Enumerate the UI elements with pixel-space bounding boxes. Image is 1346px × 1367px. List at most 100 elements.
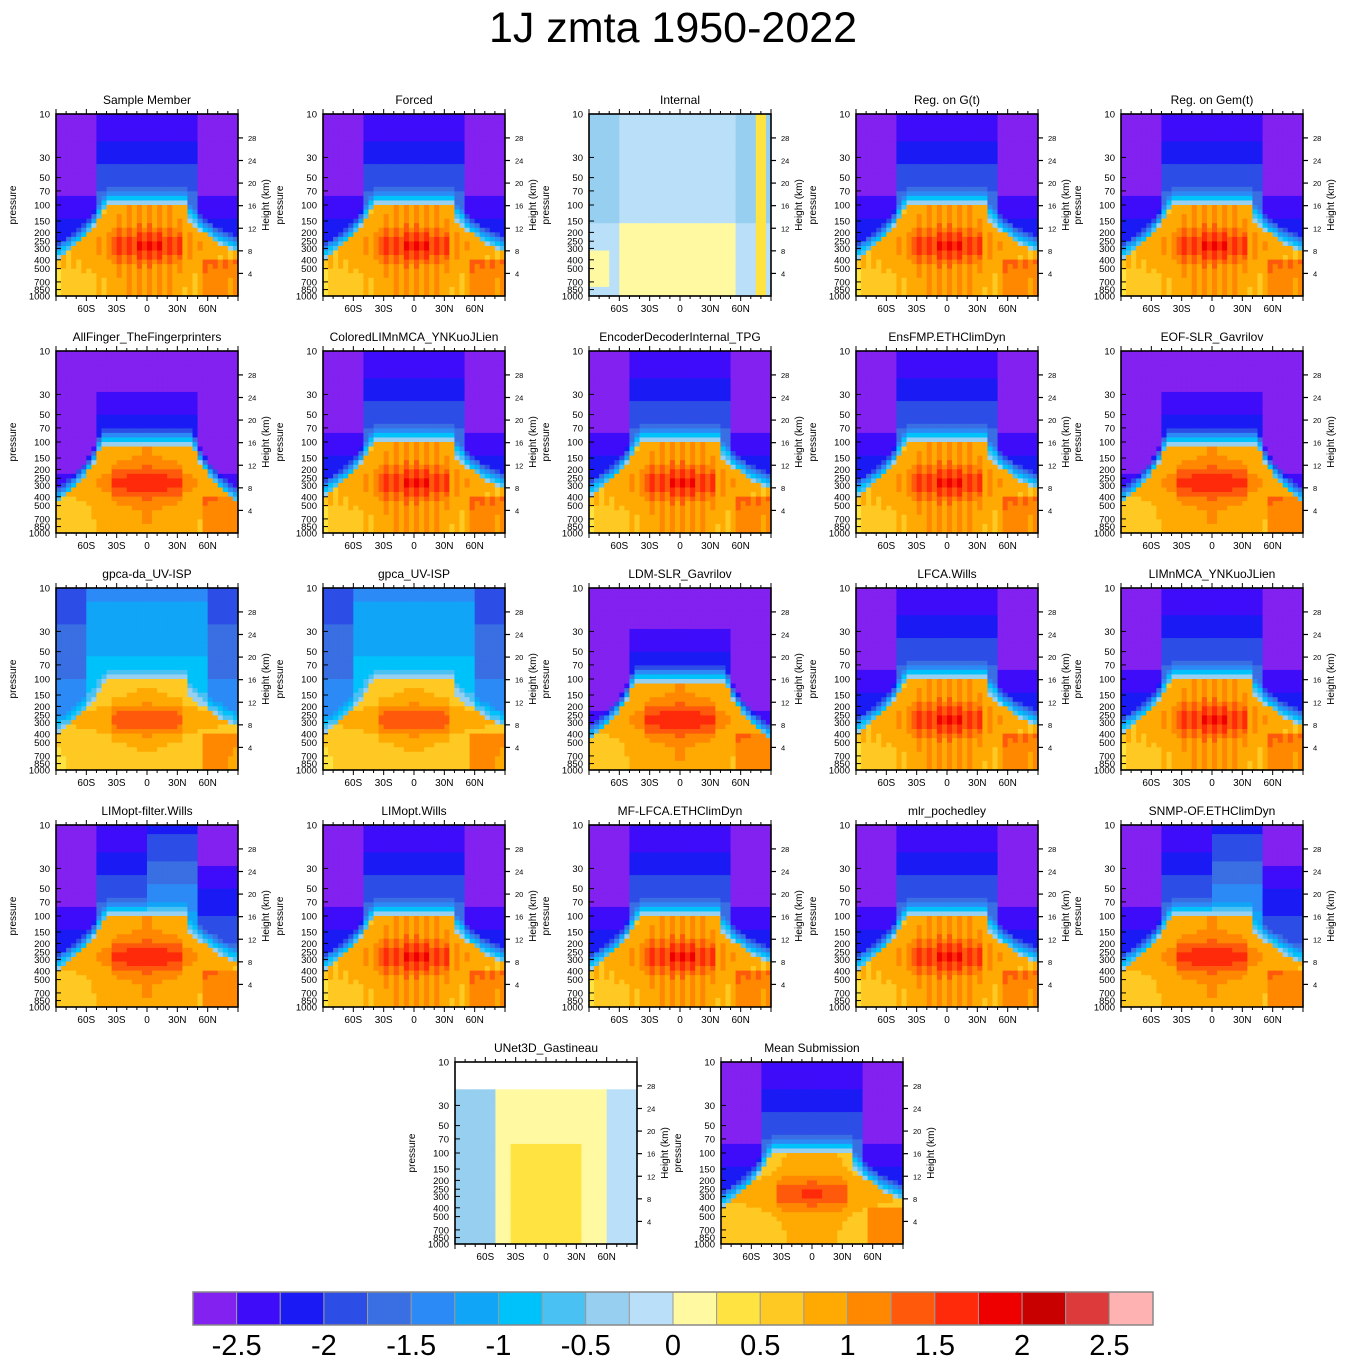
heatmap-cell: [152, 245, 158, 252]
heatmap-cell: [56, 182, 62, 188]
heatmap-cell: [685, 273, 691, 279]
heatmap-cell: [328, 277, 334, 283]
heatmap-cell: [876, 223, 882, 229]
heatmap-cell: [106, 145, 113, 151]
heatmap-cell: [599, 264, 605, 270]
heatmap-cell: [232, 118, 238, 124]
heatmap-cell: [373, 291, 380, 296]
heatmap-cell: [614, 286, 620, 293]
heatmap-cell: [56, 118, 62, 124]
heatmap-cell: [333, 195, 339, 202]
heatmap-cell: [639, 195, 646, 202]
heatmap-cell: [116, 245, 123, 252]
heatmap-cell: [76, 141, 82, 147]
heatmap-cell: [886, 286, 892, 293]
heatmap-cell: [614, 164, 620, 170]
heatmap-cell: [629, 141, 636, 147]
heatmap-cell: [750, 273, 757, 279]
heatmap-cell: [116, 168, 123, 174]
heatmap-cell: [594, 209, 600, 215]
heatmap-cell: [162, 200, 168, 206]
heatmap-cell: [866, 114, 872, 120]
heatmap-cell: [619, 127, 625, 133]
heatmap-cell: [71, 164, 77, 170]
heatmap-cell: [589, 236, 595, 242]
heatmap-cell: [197, 209, 204, 215]
heatmap-cell: [157, 136, 163, 142]
heatmap-cell: [680, 236, 686, 242]
heatmap-cell: [499, 291, 505, 296]
heatmap-cell: [197, 250, 204, 256]
heatmap-cell: [479, 264, 486, 270]
heatmap-cell: [594, 154, 600, 161]
heatmap-cell: [96, 136, 103, 142]
heatmap-cell: [489, 264, 496, 270]
heatmap-cell: [659, 182, 666, 188]
heatmap-cell: [444, 227, 450, 233]
heatmap-cell: [157, 277, 163, 283]
heatmap-cell: [659, 195, 666, 202]
heatmap-cell: [383, 132, 390, 138]
heatmap-cell: [690, 227, 696, 233]
heatmap-cell: [126, 277, 133, 283]
heatmap-cell: [96, 182, 103, 188]
heatmap-cell: [674, 241, 681, 247]
heatmap-cell: [629, 195, 636, 202]
heatmap-cell: [434, 264, 440, 270]
heatmap-cell: [444, 255, 450, 261]
heatmap-cell: [152, 177, 158, 183]
heatmap-cell: [96, 145, 103, 151]
heatmap-cell: [378, 114, 385, 120]
heatmap-cell: [866, 214, 872, 220]
heatmap-cell: [424, 123, 430, 129]
heatmap-cell: [111, 291, 118, 296]
heatmap-cell: [489, 164, 496, 170]
heatmap-cell: [735, 264, 742, 270]
heatmap-cell: [348, 123, 354, 129]
heatmap-cell: [348, 223, 354, 229]
heatmap-cell: [659, 205, 666, 211]
heatmap-cell: [141, 164, 148, 170]
heatmap-cell: [126, 186, 133, 192]
heatmap-cell: [373, 118, 380, 124]
heatmap-cell: [373, 218, 380, 224]
heatmap-cell: [444, 154, 450, 161]
heatmap-cell: [720, 286, 727, 293]
heatmap-cell: [429, 182, 435, 188]
heatmap-cell: [388, 241, 395, 247]
heatmap-cell: [745, 159, 752, 165]
heatmap-cell: [106, 173, 113, 179]
heatmap-cell: [338, 245, 344, 252]
heatmap-cell: [750, 223, 757, 229]
heatmap-cell: [414, 273, 420, 279]
heatmap-cell: [323, 209, 329, 215]
heatmap-cell: [162, 191, 168, 197]
heatmap-cell: [710, 182, 716, 188]
heatmap-cell: [896, 245, 903, 252]
heatmap-cell: [861, 159, 867, 165]
heatmap-cell: [649, 173, 656, 179]
heatmap-cell: [674, 114, 681, 120]
heatmap-cell: [222, 223, 229, 229]
heatmap-cell: [353, 286, 359, 293]
heatmap-cell: [353, 268, 359, 274]
heatmap-cell: [494, 286, 501, 293]
heatmap-cell: [730, 205, 737, 211]
heatmap-cell: [896, 195, 903, 202]
heatmap-cell: [343, 168, 349, 174]
heatmap-cell: [419, 291, 425, 296]
heatmap-cell: [86, 236, 92, 242]
heatmap-cell: [735, 250, 742, 256]
heatmap-cell: [353, 154, 359, 161]
heatmap-cell: [725, 250, 732, 256]
heatmap-cell: [685, 264, 691, 270]
heatmap-cell: [695, 182, 701, 188]
heatmap-cell: [634, 227, 641, 233]
heatmap-cell: [136, 277, 143, 283]
heatmap-cell: [464, 273, 471, 279]
heatmap-cell: [705, 236, 711, 242]
heatmap-cell: [378, 141, 385, 147]
heatmap-cell: [167, 195, 173, 202]
heatmap-cell: [172, 114, 178, 120]
heatmap-cell: [353, 123, 359, 129]
